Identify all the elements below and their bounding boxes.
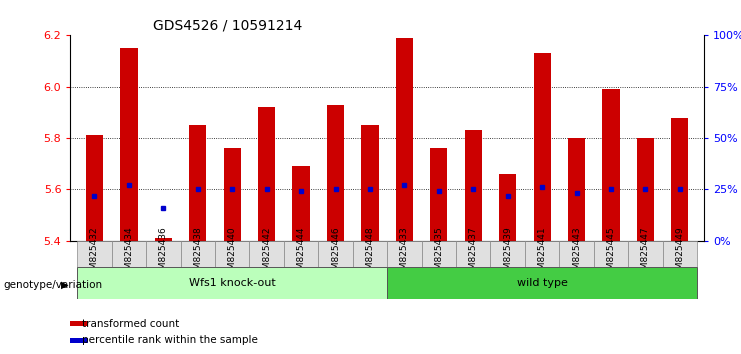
Bar	[628, 241, 662, 267]
Bar	[387, 267, 697, 299]
Text: GSM825434: GSM825434	[124, 227, 133, 281]
Text: GSM825437: GSM825437	[469, 227, 478, 281]
Text: GSM825446: GSM825446	[331, 227, 340, 281]
Bar	[215, 241, 250, 267]
Text: GSM825444: GSM825444	[296, 227, 305, 281]
Text: GSM825435: GSM825435	[434, 227, 443, 281]
Text: transformed count: transformed count	[82, 319, 179, 329]
Bar	[396, 38, 413, 241]
Text: GSM825447: GSM825447	[641, 227, 650, 281]
Bar	[559, 241, 594, 267]
Text: genotype/variation: genotype/variation	[4, 280, 103, 290]
Text: GSM825438: GSM825438	[193, 227, 202, 281]
Text: GSM825433: GSM825433	[400, 227, 409, 281]
Bar	[491, 241, 525, 267]
Text: GSM825441: GSM825441	[538, 227, 547, 281]
Bar	[86, 136, 103, 241]
Bar	[327, 105, 344, 241]
Text: GSM825449: GSM825449	[675, 227, 685, 281]
Text: ▶: ▶	[62, 280, 69, 290]
Text: GSM825440: GSM825440	[227, 227, 236, 281]
Bar	[319, 241, 353, 267]
Bar	[362, 125, 379, 241]
Text: GDS4526 / 10591214: GDS4526 / 10591214	[153, 19, 302, 33]
Bar	[155, 238, 172, 241]
Text: GSM825445: GSM825445	[606, 227, 616, 281]
Text: GSM825443: GSM825443	[572, 227, 581, 281]
Bar	[499, 174, 516, 241]
Text: GSM825442: GSM825442	[262, 227, 271, 281]
Bar	[70, 338, 88, 343]
Bar	[568, 138, 585, 241]
Bar	[671, 118, 688, 241]
Bar	[77, 241, 112, 267]
Bar	[77, 267, 387, 299]
Bar	[422, 241, 456, 267]
Bar	[258, 107, 275, 241]
Bar	[594, 241, 628, 267]
Text: GSM825432: GSM825432	[90, 227, 99, 281]
Text: wild type: wild type	[516, 278, 568, 288]
Bar	[284, 241, 319, 267]
Bar	[146, 241, 181, 267]
Bar	[293, 166, 310, 241]
Bar	[387, 241, 422, 267]
Bar	[189, 125, 207, 241]
Bar	[525, 241, 559, 267]
Bar	[534, 53, 551, 241]
Bar	[465, 130, 482, 241]
Text: GSM825439: GSM825439	[503, 227, 512, 281]
Bar	[353, 241, 387, 267]
Bar	[112, 241, 146, 267]
Bar	[602, 89, 619, 241]
Bar	[662, 241, 697, 267]
Text: Wfs1 knock-out: Wfs1 knock-out	[189, 278, 276, 288]
Bar	[224, 148, 241, 241]
Bar	[181, 241, 215, 267]
Bar	[120, 48, 138, 241]
Bar	[431, 148, 448, 241]
Text: GSM825436: GSM825436	[159, 227, 168, 281]
Bar	[456, 241, 491, 267]
Text: GSM825448: GSM825448	[365, 227, 374, 281]
Bar	[70, 321, 88, 326]
Bar	[250, 241, 284, 267]
Text: percentile rank within the sample: percentile rank within the sample	[82, 335, 257, 345]
Bar	[637, 138, 654, 241]
